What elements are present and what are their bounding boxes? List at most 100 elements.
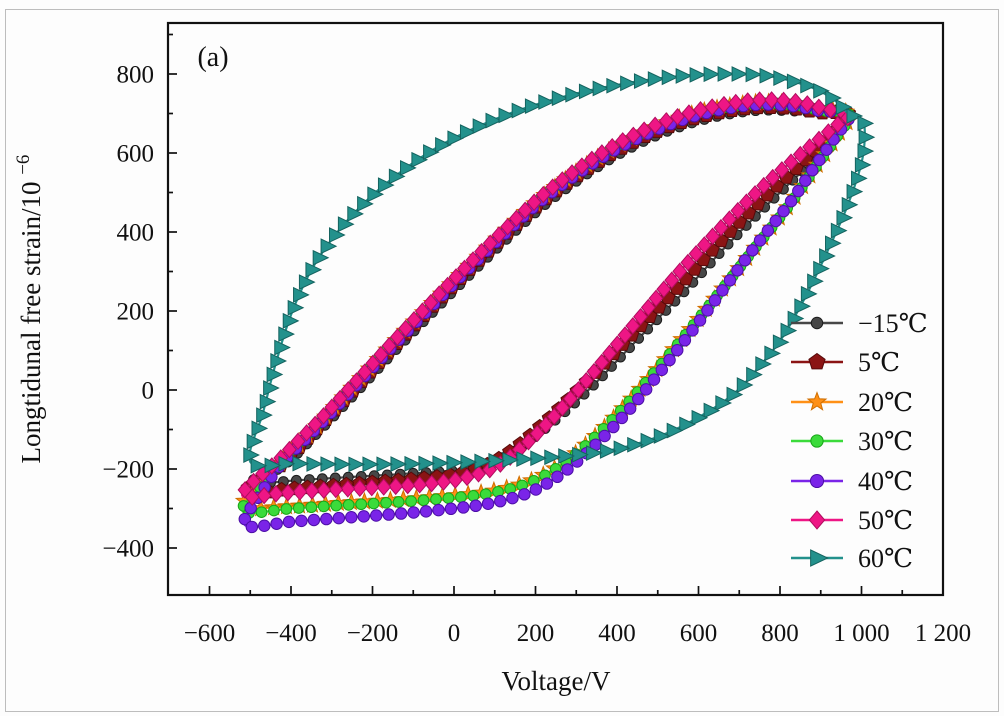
triangle-right-marker [538, 94, 555, 110]
diamond-marker [680, 253, 696, 272]
triangle-right-marker [348, 456, 366, 473]
diamond-marker [381, 337, 397, 355]
circle-marker [810, 434, 824, 448]
triangle-right-marker [435, 136, 452, 153]
triangle-right-marker [298, 274, 316, 291]
triangle-right-marker [773, 70, 790, 86]
triangle-right-marker [250, 457, 268, 474]
diamond-marker [776, 91, 792, 110]
circle-marker [255, 506, 268, 519]
circle-marker [632, 392, 645, 406]
star-marker [806, 391, 828, 411]
triangle-right-marker [613, 440, 631, 457]
circle-marker [382, 508, 395, 521]
diamond-marker [728, 93, 744, 112]
diamond-marker [670, 107, 686, 126]
triangle-right-marker [388, 168, 406, 185]
circle-marker [701, 304, 714, 317]
circle-marker [245, 520, 259, 534]
diamond-marker [823, 100, 839, 119]
triangle-right-marker [282, 312, 300, 329]
y-tick-label: 800 [117, 62, 155, 89]
triangle-right-marker [312, 249, 330, 266]
circle-marker [282, 515, 296, 529]
triangle-right-marker [841, 196, 859, 213]
x-tick-label: 400 [598, 620, 636, 647]
triangle-right-marker [813, 260, 830, 277]
triangle-right-marker [278, 455, 296, 472]
diamond-marker [594, 144, 610, 162]
triangle-right-marker [530, 450, 547, 467]
triangle-right-marker [810, 549, 829, 567]
triangle-right-marker [746, 366, 763, 383]
diamond-marker [820, 123, 836, 141]
circle-marker [407, 506, 420, 519]
triangle-right-marker [836, 209, 854, 226]
diamond-marker [471, 465, 486, 483]
triangle-right-marker [731, 66, 749, 82]
triangle-right-marker [334, 456, 352, 473]
triangle-right-marker [516, 451, 534, 468]
circle-marker [367, 497, 380, 510]
diamond-marker [802, 138, 818, 156]
triangle-right-marker [328, 227, 346, 243]
legend-item-t30: 30℃ [791, 427, 913, 456]
diamond-marker [615, 132, 631, 150]
triangle-right-marker [320, 238, 338, 255]
circle-marker [238, 512, 252, 526]
y-axis-title-main: Longtidunal free strain/10 [16, 182, 46, 464]
circle-marker [467, 490, 480, 502]
triangle-right-marker [263, 380, 280, 396]
triangle-right-marker [551, 90, 569, 107]
triangle-right-marker [606, 77, 624, 94]
pentagon-marker [808, 352, 826, 370]
circle-marker [615, 411, 629, 425]
series-markers-t50 [237, 91, 856, 506]
triangle-right-marker [266, 366, 284, 383]
circle-marker [345, 511, 358, 524]
y-tick-label: 0 [142, 378, 155, 405]
triangle-right-marker [851, 170, 868, 187]
circle-marker [355, 498, 368, 511]
circle-marker [761, 224, 775, 237]
triangle-right-marker [498, 107, 516, 124]
triangle-right-marker [357, 195, 374, 212]
circle-marker [518, 488, 531, 501]
circle-marker [332, 511, 346, 525]
diamond-marker [788, 92, 804, 111]
diamond-marker [554, 398, 570, 417]
triangle-right-marker [620, 75, 637, 92]
x-tick-label: 600 [680, 620, 718, 647]
diamond-marker [647, 116, 663, 135]
diamond-marker [440, 276, 456, 295]
circle-marker [417, 494, 430, 507]
triangle-right-marker [717, 66, 735, 82]
y-tick-label: 600 [117, 141, 155, 168]
diamond-marker [465, 251, 481, 269]
circle-marker [686, 324, 699, 337]
diamond-marker [658, 112, 674, 130]
triangle-right-marker [511, 102, 529, 119]
circle-marker [317, 500, 330, 513]
triangle-right-marker [558, 448, 575, 464]
y-tick-label: −400 [102, 536, 154, 563]
diamond-marker [352, 479, 368, 498]
diamond-marker [604, 137, 620, 156]
x-tick-label: 200 [517, 620, 555, 647]
triangle-right-marker [376, 456, 394, 473]
circle-marker [342, 499, 355, 511]
diamond-marker [280, 484, 296, 502]
circle-marker [809, 473, 825, 489]
circle-marker [258, 519, 271, 533]
circle-marker [529, 483, 543, 496]
triangle-right-marker [679, 416, 696, 433]
diamond-marker [436, 473, 451, 491]
triangle-right-marker [599, 443, 617, 459]
series-layer [234, 66, 876, 534]
triangle-right-marker [627, 436, 644, 453]
legend-item-t60: 60℃ [791, 544, 913, 573]
legend-item-t40: 40℃ [791, 467, 913, 496]
diamond-marker [349, 372, 364, 390]
circle-marker [292, 502, 305, 514]
